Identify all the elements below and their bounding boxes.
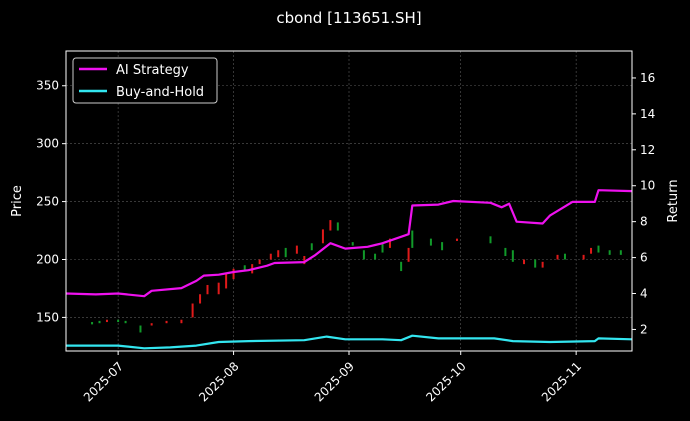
price-candle xyxy=(277,250,280,258)
price-candle xyxy=(374,253,377,260)
price-candle xyxy=(310,243,313,251)
y2-tick-label: 2 xyxy=(640,322,648,336)
price-candle xyxy=(619,250,622,255)
price-candle xyxy=(117,319,120,323)
y2-tick-label: 10 xyxy=(640,179,655,193)
y-tick-label: 200 xyxy=(36,252,59,266)
price-candle xyxy=(455,238,458,241)
legend-buy-and-hold-label: Buy-and-Hold xyxy=(116,85,204,100)
price-candle xyxy=(303,256,306,265)
price-candle xyxy=(590,247,593,254)
price-axis: 150 200 250 300 350 xyxy=(36,79,66,324)
price-candle xyxy=(217,282,220,295)
price-candle xyxy=(556,254,559,260)
series-line-buy-and-hold xyxy=(66,334,633,350)
price-candle xyxy=(243,265,246,272)
y2-tick-label: 8 xyxy=(640,215,648,229)
legend-box xyxy=(72,57,218,104)
price-candle xyxy=(91,322,94,325)
price-candle xyxy=(597,245,600,253)
y2-tick-label: 14 xyxy=(640,107,655,121)
price-candle xyxy=(225,273,228,289)
price-candle xyxy=(124,320,127,324)
price-candle xyxy=(441,242,444,251)
legend: AI Strategy Buy-and-Hold xyxy=(72,57,218,104)
price-candle xyxy=(411,230,414,248)
price-candle xyxy=(98,320,101,324)
price-candle xyxy=(165,320,168,324)
price-candle xyxy=(269,253,272,260)
price-candle xyxy=(608,250,611,255)
y-tick-label: 350 xyxy=(36,79,59,93)
price-candle xyxy=(284,247,287,258)
return-axis: 2 4 6 8 10 12 14 16 xyxy=(632,71,655,336)
price-candle xyxy=(541,261,544,268)
chart-title: cbond [113651.SH] xyxy=(276,9,421,27)
y2-tick-label: 6 xyxy=(640,251,648,265)
y-tick-label: 250 xyxy=(36,195,59,209)
y-tick-label: 150 xyxy=(36,310,59,324)
price-candle xyxy=(105,319,108,323)
legend-ai-strategy-label: AI Strategy xyxy=(116,63,189,78)
price-candle xyxy=(407,247,410,262)
price-candle xyxy=(511,250,514,262)
price-candle xyxy=(336,222,339,231)
price-candle xyxy=(388,238,391,248)
price-candle xyxy=(489,236,492,244)
price-candle xyxy=(329,220,332,231)
y2-tick-label: 4 xyxy=(640,287,648,301)
series-line-ai-strategy xyxy=(65,189,633,298)
y2-tick-label: 12 xyxy=(640,143,655,157)
price-candle xyxy=(258,259,261,265)
y-axis-label: Price xyxy=(10,185,25,217)
price-candle xyxy=(232,268,235,280)
price-candle xyxy=(534,259,537,268)
price-candle xyxy=(199,294,202,304)
price-candle xyxy=(362,250,365,260)
price-candle xyxy=(582,254,585,260)
price-candle xyxy=(180,319,183,324)
return-lines xyxy=(65,189,633,350)
price-candle xyxy=(381,243,384,253)
price-candle xyxy=(139,325,142,333)
price-candle xyxy=(206,284,209,295)
y2-tick-label: 16 xyxy=(640,71,655,85)
y2-axis-label: Return xyxy=(666,179,681,222)
price-candle xyxy=(523,259,526,265)
price-candle xyxy=(504,247,507,257)
price-candle xyxy=(321,229,324,244)
y-tick-label: 300 xyxy=(36,137,59,151)
price-candle xyxy=(563,253,566,260)
price-candle xyxy=(400,261,403,272)
price-candle xyxy=(191,303,194,318)
price-candle xyxy=(351,242,354,246)
price-candle xyxy=(429,238,432,246)
price-candle xyxy=(150,323,153,326)
price-candle xyxy=(295,245,298,254)
